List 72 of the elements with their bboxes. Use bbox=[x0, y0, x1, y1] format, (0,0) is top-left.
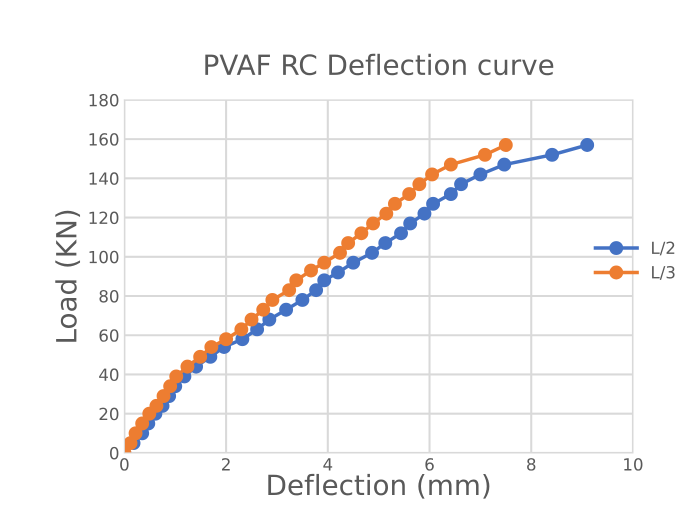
point bbox=[135, 416, 150, 430]
point bbox=[219, 332, 234, 346]
point bbox=[388, 196, 402, 211]
point bbox=[169, 369, 184, 384]
point bbox=[262, 312, 276, 326]
point bbox=[333, 246, 347, 260]
legend-label: L/3 bbox=[652, 266, 675, 280]
point bbox=[403, 216, 418, 230]
y-tick-label: 60 bbox=[99, 329, 118, 342]
y-tick-label: 20 bbox=[100, 408, 118, 420]
x-tick-label: 10 bbox=[624, 458, 642, 471]
point bbox=[317, 256, 332, 270]
point bbox=[426, 196, 440, 211]
point bbox=[444, 187, 458, 201]
point bbox=[309, 283, 324, 298]
point bbox=[289, 273, 304, 288]
point bbox=[412, 177, 426, 192]
point bbox=[279, 302, 294, 317]
x-tick-label: 0 bbox=[120, 458, 129, 471]
point bbox=[234, 322, 248, 336]
point bbox=[378, 236, 392, 250]
point bbox=[394, 226, 408, 240]
point bbox=[265, 292, 280, 307]
y-tick-label: 80 bbox=[99, 290, 118, 303]
point bbox=[402, 187, 416, 201]
point bbox=[545, 148, 560, 162]
point bbox=[250, 322, 264, 336]
y-tick-label: 180 bbox=[90, 94, 118, 106]
chart-title: PVAF RC Deflection curve bbox=[205, 54, 554, 76]
point bbox=[295, 292, 310, 307]
point bbox=[366, 216, 380, 230]
y-tick-label: 40 bbox=[99, 368, 118, 382]
point bbox=[124, 436, 138, 450]
point bbox=[149, 398, 164, 413]
x-tick-label: 4 bbox=[323, 458, 332, 470]
point bbox=[379, 206, 394, 221]
point bbox=[304, 264, 318, 278]
point bbox=[244, 312, 258, 326]
y-tick-label: 140 bbox=[90, 172, 118, 185]
point bbox=[180, 360, 194, 374]
point bbox=[163, 379, 178, 394]
y-axis-title: Load (KN) bbox=[55, 210, 80, 342]
point bbox=[444, 158, 458, 172]
y-tick-label: 120 bbox=[90, 212, 118, 224]
point bbox=[128, 426, 143, 440]
x-tick-label: 2 bbox=[222, 458, 230, 470]
y-tick-label: 100 bbox=[90, 250, 118, 264]
point bbox=[454, 177, 468, 192]
point bbox=[478, 148, 492, 162]
point bbox=[365, 246, 379, 260]
legend-label: L/2 bbox=[652, 241, 674, 256]
point bbox=[346, 256, 360, 270]
point bbox=[354, 226, 368, 240]
y-tick-label: 0 bbox=[110, 446, 118, 460]
point bbox=[498, 138, 513, 152]
x-axis-title: Deflection (mm) bbox=[268, 474, 490, 499]
point bbox=[282, 283, 296, 298]
point bbox=[473, 167, 488, 182]
point bbox=[580, 138, 594, 152]
y-tick-label: 160 bbox=[90, 133, 118, 146]
point bbox=[204, 340, 218, 354]
point bbox=[497, 158, 512, 172]
point bbox=[341, 236, 356, 250]
point bbox=[256, 302, 270, 317]
point bbox=[425, 167, 440, 182]
point bbox=[156, 389, 170, 403]
point bbox=[317, 273, 332, 288]
x-tick-label: 6 bbox=[425, 458, 434, 471]
point bbox=[193, 350, 208, 364]
point bbox=[331, 266, 345, 280]
point bbox=[417, 206, 432, 221]
x-tick-label: 8 bbox=[527, 458, 536, 471]
